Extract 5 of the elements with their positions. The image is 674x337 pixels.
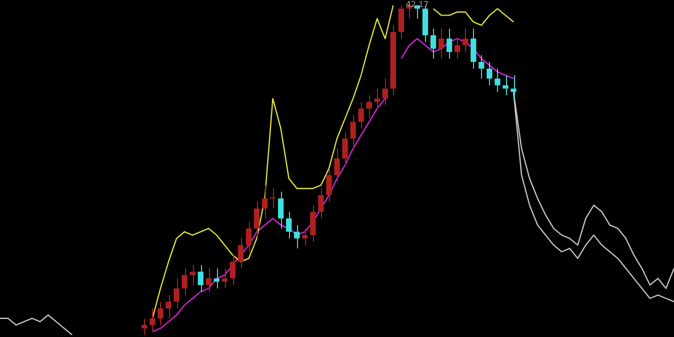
candlestick: [182, 268, 188, 296]
candlestick: [166, 294, 172, 319]
candlestick: [510, 74, 516, 100]
candlestick: [494, 68, 500, 92]
candlestick: [318, 188, 324, 219]
